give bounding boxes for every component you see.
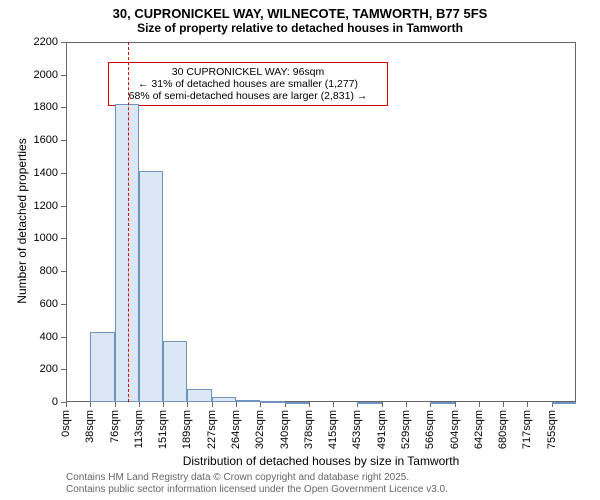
- histogram-bar: [285, 402, 309, 404]
- annotation-line-1: 30 CUPRONICKEL WAY: 96sqm: [115, 66, 381, 78]
- x-tick: [479, 402, 480, 407]
- footer-line-2: Contains public sector information licen…: [66, 484, 448, 495]
- y-tick-label: 800: [0, 265, 58, 277]
- x-tick-label: 755sqm: [546, 410, 558, 449]
- x-tick-label: 529sqm: [400, 410, 412, 449]
- x-tick-label: 642sqm: [473, 410, 485, 449]
- x-tick-label: 491sqm: [376, 410, 388, 449]
- x-tick: [406, 402, 407, 407]
- annotation-line-2: ← 31% of detached houses are smaller (1,…: [115, 78, 381, 90]
- x-tick: [455, 402, 456, 407]
- y-tick-label: 1400: [0, 167, 58, 179]
- chart-container: 30, CUPRONICKEL WAY, WILNECOTE, TAMWORTH…: [0, 0, 600, 500]
- y-tick-label: 0: [0, 396, 58, 408]
- histogram-bar: [552, 402, 576, 404]
- y-tick-label: 1000: [0, 232, 58, 244]
- histogram-bar: [115, 104, 139, 402]
- x-tick: [309, 402, 310, 407]
- histogram-bar: [212, 397, 236, 402]
- y-tick: [61, 173, 66, 174]
- histogram-bar: [90, 332, 114, 402]
- y-tick: [61, 337, 66, 338]
- x-tick-label: 415sqm: [327, 410, 339, 449]
- histogram-bar: [430, 402, 454, 404]
- histogram-bar: [260, 401, 284, 403]
- x-tick-label: 566sqm: [424, 410, 436, 449]
- x-tick: [66, 402, 67, 407]
- y-tick-label: 2000: [0, 69, 58, 81]
- x-tick: [527, 402, 528, 407]
- y-tick-label: 1800: [0, 101, 58, 113]
- y-tick-label: 200: [0, 363, 58, 375]
- x-tick: [139, 402, 140, 407]
- x-tick-label: 302sqm: [254, 410, 266, 449]
- x-tick-label: 453sqm: [351, 410, 363, 449]
- x-tick-label: 717sqm: [521, 410, 533, 449]
- annotation-line-3: 68% of semi-detached houses are larger (…: [115, 90, 381, 102]
- x-tick-label: 38sqm: [84, 410, 96, 443]
- y-tick-label: 600: [0, 298, 58, 310]
- y-tick: [61, 369, 66, 370]
- x-tick-label: 0sqm: [60, 410, 72, 437]
- x-tick: [187, 402, 188, 407]
- y-tick: [61, 271, 66, 272]
- x-axis-label: Distribution of detached houses by size …: [66, 454, 576, 468]
- y-tick-label: 1200: [0, 200, 58, 212]
- x-tick: [333, 402, 334, 407]
- y-tick-label: 400: [0, 331, 58, 343]
- y-tick: [61, 304, 66, 305]
- histogram-bar: [187, 389, 211, 402]
- x-tick-label: 340sqm: [279, 410, 291, 449]
- x-tick-label: 151sqm: [157, 410, 169, 449]
- y-tick-label: 1600: [0, 134, 58, 146]
- y-tick: [61, 238, 66, 239]
- x-tick-label: 378sqm: [303, 410, 315, 449]
- histogram-bar: [357, 402, 381, 404]
- x-tick: [163, 402, 164, 407]
- x-tick: [115, 402, 116, 407]
- annotation-box: 30 CUPRONICKEL WAY: 96sqm ← 31% of detac…: [108, 62, 388, 106]
- histogram-bar: [139, 171, 163, 402]
- x-tick-label: 189sqm: [181, 410, 193, 449]
- y-tick-label: 2200: [0, 36, 58, 48]
- histogram-bar: [163, 341, 187, 402]
- title-line-1: 30, CUPRONICKEL WAY, WILNECOTE, TAMWORTH…: [0, 0, 600, 21]
- y-tick: [61, 140, 66, 141]
- x-tick-label: 264sqm: [230, 410, 242, 449]
- x-tick-label: 680sqm: [497, 410, 509, 449]
- footer-line-1: Contains HM Land Registry data © Crown c…: [66, 472, 409, 483]
- title-line-2: Size of property relative to detached ho…: [0, 21, 600, 37]
- x-tick: [212, 402, 213, 407]
- x-tick-label: 113sqm: [133, 410, 145, 448]
- x-tick: [382, 402, 383, 407]
- x-tick: [90, 402, 91, 407]
- y-tick: [61, 206, 66, 207]
- y-axis-label: Number of detached properties: [15, 131, 29, 311]
- x-tick: [503, 402, 504, 407]
- x-tick-label: 76sqm: [109, 410, 121, 443]
- reference-line: [128, 42, 129, 402]
- x-tick-label: 604sqm: [449, 410, 461, 449]
- x-tick: [236, 402, 237, 407]
- histogram-bar: [236, 400, 260, 402]
- y-tick: [61, 107, 66, 108]
- x-tick-label: 227sqm: [206, 410, 218, 449]
- y-tick: [61, 42, 66, 43]
- y-tick: [61, 75, 66, 76]
